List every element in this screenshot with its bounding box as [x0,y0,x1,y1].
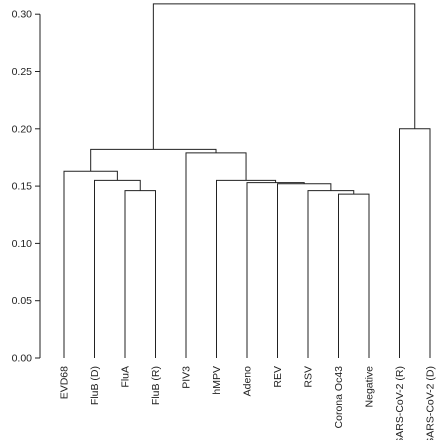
y-axis: 0.00 0.05 0.10 0.15 0.20 0.25 0.30 [12,9,41,365]
dendrogram-link [63,170,118,358]
leaf-label: SARS-CoV-2 (D) [425,366,437,440]
dendrogram-link [307,190,355,358]
dendrogram-link [152,3,416,150]
leaf-label: RSV [303,366,315,388]
leaf-label: Adeno [242,366,254,397]
y-tick-label: 0.10 [12,238,33,250]
dendrogram-link [338,193,370,358]
leaf-label: hMPV [211,366,223,395]
dendrogram-link [399,128,431,358]
leaf-label: REV [272,366,284,388]
leaf-labels: EVD68 FluB (D) FluA FluB (R) PIV3 hMPV Adeno RE… [59,366,437,440]
y-tick-label: 0.25 [12,66,33,78]
dendrogram-link [94,179,141,358]
dendrogram-links [63,3,431,358]
y-tick-label: 0.20 [12,123,33,135]
y-tick-label: 0.15 [12,181,33,193]
dendrogram-link [216,179,277,358]
leaf-label: FluB (R) [150,366,162,405]
leaf-label: FluA [120,366,132,388]
y-tick-label: 0.30 [12,9,33,21]
leaf-label: EVD68 [59,366,71,399]
leaf-label: FluB (D) [89,366,101,405]
dendrogram-link [246,182,305,358]
leaf-label: Negative [364,366,376,408]
leaf-label: Corona Oc43 [333,366,345,429]
y-tick-label: 0.05 [12,295,33,307]
leaf-label: SARS-CoV-2 (R) [394,366,406,440]
dendrogram-link [124,190,156,358]
leaf-label: PIV3 [181,366,193,389]
y-tick-label: 0.00 [12,353,33,365]
dendrogram-link [277,183,332,358]
